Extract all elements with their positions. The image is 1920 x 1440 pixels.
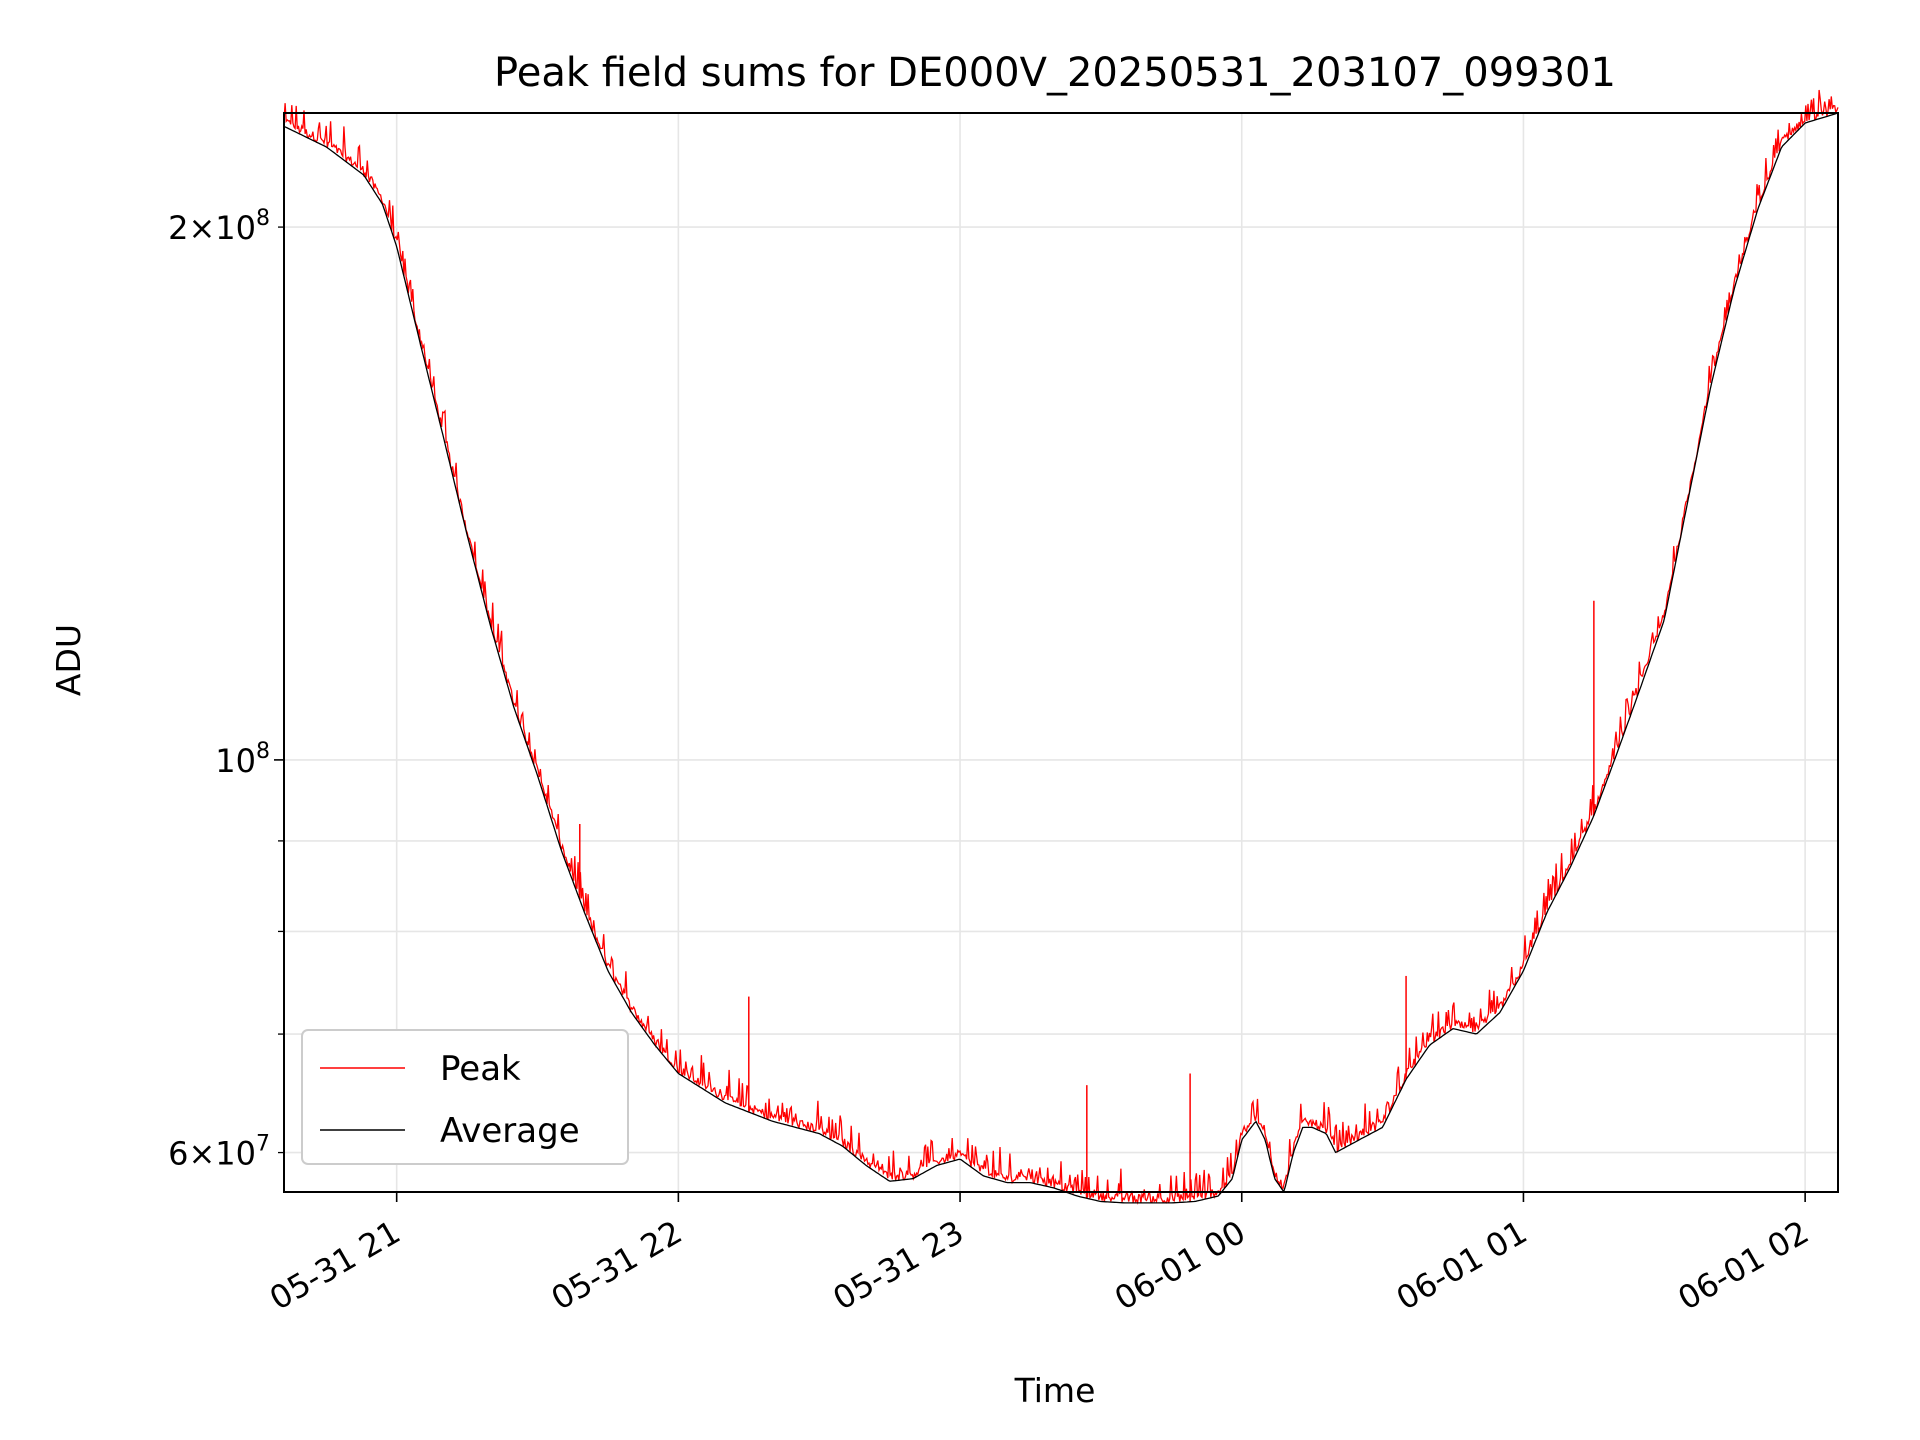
y-tick-label: 108: [215, 739, 270, 780]
series-layer: [283, 89, 1839, 1205]
y-tick-label: 2×108: [168, 206, 270, 247]
x-axis-label: Time: [1014, 1371, 1096, 1410]
chart-title: Peak field sums for DE000V_20250531_2031…: [494, 50, 1616, 96]
plot-frame: [283, 112, 1839, 1193]
y-tick-label-times: ×10: [188, 1135, 256, 1173]
y-tick-label-times: ×10: [188, 209, 256, 247]
legend-label-average: Average: [440, 1111, 580, 1151]
series-line-average: [283, 112, 1839, 1204]
y-tick-label-exp: 8: [256, 206, 270, 231]
series-line-peak: [283, 89, 1839, 1205]
y-tick-label-exp: 8: [256, 739, 270, 764]
y-axis-label: ADU: [49, 624, 88, 696]
y-tick-label-base: 10: [215, 742, 256, 780]
y-tick-label-mantissa: 2: [168, 209, 188, 247]
y-tick-label: 6×107: [168, 1132, 270, 1173]
y-tick-label-exp: 7: [256, 1132, 270, 1157]
legend-label-peak: Peak: [440, 1049, 521, 1089]
legend: Peak Average: [301, 1029, 629, 1165]
y-tick-label-mantissa: 6: [168, 1135, 188, 1173]
